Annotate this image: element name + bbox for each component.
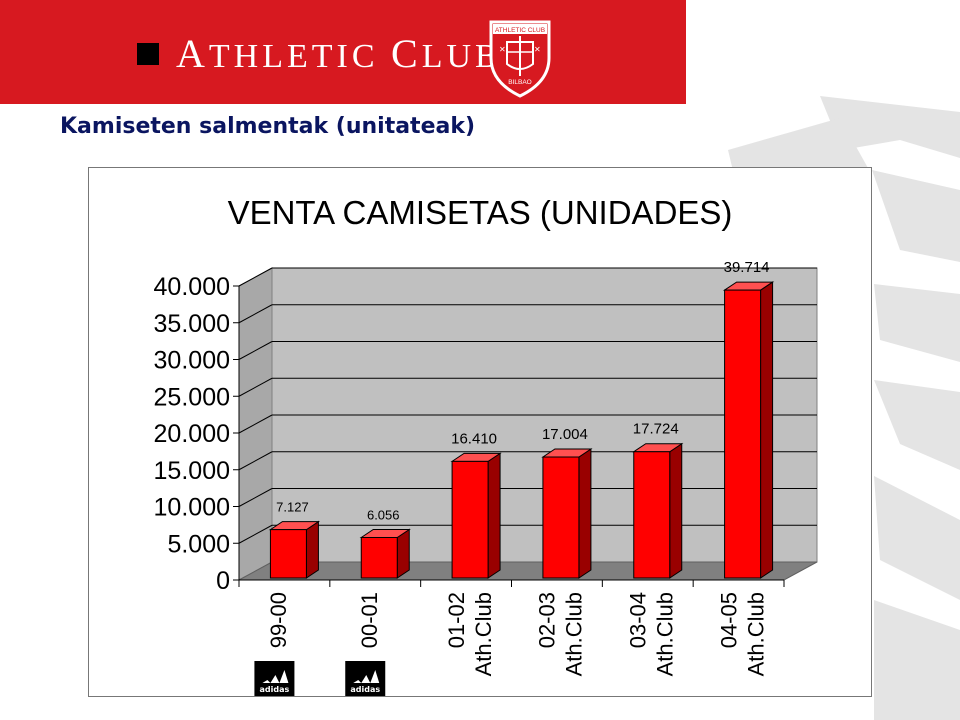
bar-front: [724, 289, 762, 579]
bar-chart: 0 5.000 10.000 15.000 20.000 25.000 30.000 35.0…: [154, 259, 818, 696]
svg-text:✕: ✕: [534, 45, 541, 54]
x-tick-label: Ath.Club: [471, 592, 496, 676]
y-tick-label: 30.000: [154, 347, 230, 375]
y-tick-label: 5.000: [167, 530, 230, 558]
data-label: 17.724: [633, 421, 679, 438]
bar-2: [450, 452, 502, 579]
bar-side: [305, 520, 319, 579]
gridline-side: [238, 414, 273, 434]
x-tick-label: 01-02: [444, 592, 469, 648]
bar-side: [760, 281, 774, 579]
data-label: 6.056: [367, 507, 400, 522]
x-tick-label: 00-01: [357, 592, 382, 648]
y-tick-label: 25.000: [154, 383, 230, 411]
bar-front: [542, 456, 580, 579]
x-tick-label: Ath.Club: [743, 592, 768, 676]
bar-front: [451, 460, 489, 579]
bar-0: [268, 520, 321, 579]
gridline-side: [238, 267, 273, 287]
y-tick-label: 40.000: [154, 273, 230, 301]
bar-side: [669, 442, 683, 579]
data-label: 16.410: [451, 430, 497, 447]
chart-container: 0 5.000 10.000 15.000 20.000 25.000 30.000 35.0…: [88, 167, 872, 697]
bar-3: [541, 448, 593, 579]
bar-front: [269, 529, 307, 579]
gridline-side: [238, 377, 273, 397]
crest-bottom-text: BILBAO: [508, 79, 531, 86]
bar-1: [359, 528, 411, 579]
x-tick-label: 99-00: [266, 592, 291, 648]
gridline-side: [238, 341, 273, 360]
y-tick-label: 35.000: [154, 310, 230, 338]
chart-title: VENTA CAMISETAS (UNIDADES): [227, 194, 733, 231]
athletic-club-crest-icon: ATHLETIC CLUB ✕ ✕ BILBAO: [489, 20, 551, 98]
bar-4: [632, 442, 684, 579]
adidas-logo-text: adidas: [350, 685, 380, 694]
data-label: 17.004: [542, 426, 588, 443]
adidas-logo-icon: adidas: [345, 661, 386, 696]
gridline-side: [238, 451, 273, 471]
y-tick-label: 20.000: [154, 420, 230, 448]
x-tick-label: 02-03: [535, 592, 560, 648]
gridline-side: [238, 488, 273, 507]
y-tick-label: 10.000: [154, 494, 230, 522]
crest-top-text: ATHLETIC CLUB: [495, 27, 545, 34]
bar-side: [578, 448, 592, 579]
header-square-icon: [137, 43, 159, 65]
y-tick-label: 15.000: [154, 457, 230, 485]
data-label: 39.714: [724, 259, 770, 276]
svg-text:✕: ✕: [499, 45, 506, 54]
header-band: [0, 0, 686, 104]
adidas-logo-text: adidas: [260, 685, 290, 694]
bar-front: [633, 451, 671, 579]
bar-5: [722, 281, 775, 579]
bar-front: [360, 536, 398, 579]
gridline-side: [238, 524, 273, 544]
adidas-logo-icon: adidas: [254, 661, 295, 696]
data-label: 7.127: [276, 500, 309, 515]
x-tick-label: 03-04: [626, 592, 651, 648]
x-tick-label: Ath.Club: [562, 592, 587, 676]
gridline-side: [238, 304, 273, 324]
brand-wordmark: ATHLETIC CLUB: [176, 31, 502, 76]
y-tick-label: 0: [216, 567, 230, 595]
x-tick-label: Ath.Club: [653, 592, 678, 676]
x-tick-label: 04-05: [716, 592, 741, 648]
slide-title: Kamiseten salmentak (unitateak): [60, 114, 476, 139]
bar-side: [487, 452, 501, 579]
